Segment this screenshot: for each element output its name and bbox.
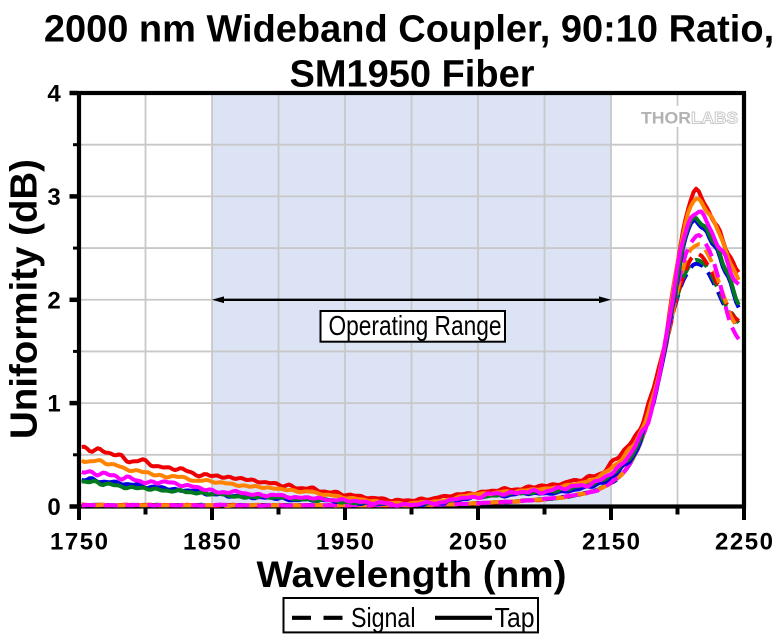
svg-text:LABS: LABS xyxy=(691,108,738,127)
svg-text:2150: 2150 xyxy=(582,529,640,556)
svg-text:1: 1 xyxy=(47,391,60,418)
svg-text:2000 nm Wideband Coupler, 90:1: 2000 nm Wideband Coupler, 90:10 Ratio, xyxy=(44,9,774,51)
svg-text:2250: 2250 xyxy=(715,529,773,556)
svg-text:1750: 1750 xyxy=(50,529,108,556)
svg-text:2050: 2050 xyxy=(449,529,507,556)
svg-text:1950: 1950 xyxy=(316,529,374,556)
svg-text:2: 2 xyxy=(47,287,60,314)
svg-text:4: 4 xyxy=(47,81,61,108)
svg-text:Uniformity (dB): Uniformity (dB) xyxy=(4,159,46,439)
svg-text:Wavelength (nm): Wavelength (nm) xyxy=(257,554,567,595)
svg-text:Operating Range: Operating Range xyxy=(329,310,502,341)
svg-text:SM1950 Fiber: SM1950 Fiber xyxy=(290,54,535,96)
svg-text:Signal: Signal xyxy=(351,602,416,633)
svg-text:THOR: THOR xyxy=(641,108,691,127)
svg-text:Tap: Tap xyxy=(495,602,535,633)
svg-text:1850: 1850 xyxy=(183,529,241,556)
svg-text:3: 3 xyxy=(47,184,60,211)
svg-text:0: 0 xyxy=(47,494,60,521)
